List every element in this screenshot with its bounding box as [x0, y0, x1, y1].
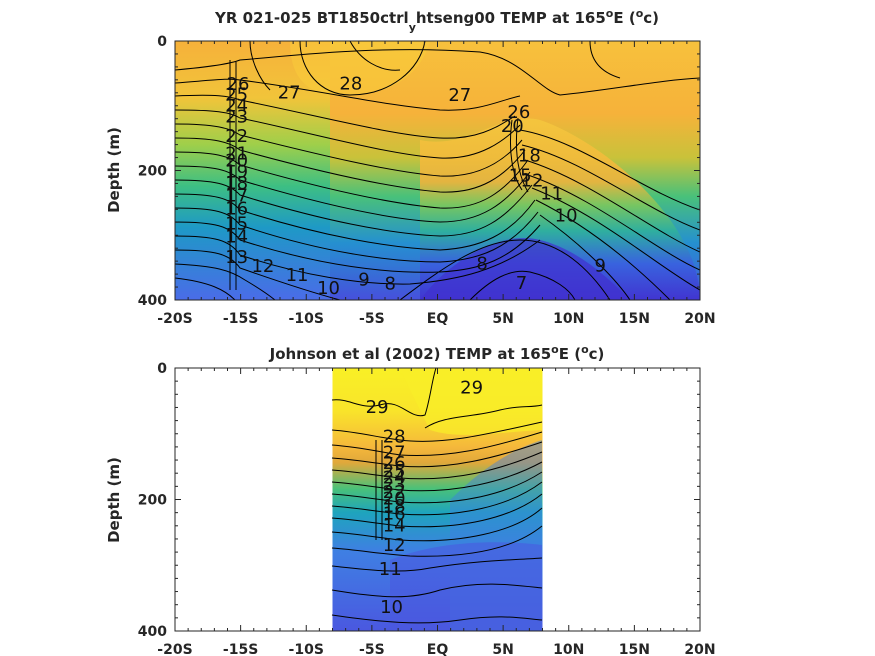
contour-label: 12: [251, 256, 274, 277]
x-tick-label: 20N: [684, 642, 715, 656]
contour-label: 8: [385, 274, 396, 295]
x-tick-label: 20N: [684, 311, 715, 327]
x-tick-label: -5S: [359, 642, 385, 656]
bottom-y-axis-label: Depth (m): [105, 457, 123, 543]
y-tick-label: 200: [138, 493, 167, 509]
contour-label: 12: [383, 535, 406, 556]
top-axes: -20S -15S -10S -5S EQ 5N 10N 15N 20N 0 200 400: [138, 34, 716, 327]
contour-label: 16: [225, 198, 248, 219]
x-tick-label: 10N: [553, 311, 584, 327]
contour-label: 15: [225, 213, 248, 234]
top-chart-title: YR 021-025 BT1850ctrlyhtseng00 TEMP at 1…: [214, 7, 659, 34]
contour-label: 17: [225, 185, 248, 206]
contour-label: 11: [286, 265, 309, 286]
contour-label: 24: [225, 95, 248, 116]
contour-label: 26: [507, 102, 530, 123]
contour-label: 10: [555, 206, 578, 227]
contour-label: 26: [383, 453, 406, 474]
contour-label: 27: [383, 443, 406, 464]
contour-label: 26: [227, 74, 250, 95]
y-tick-label: 0: [157, 361, 167, 377]
contour-label: 9: [595, 255, 606, 276]
contour-label: 13: [225, 247, 248, 268]
contour-label: 24: [383, 467, 406, 488]
contour-label: 10: [380, 597, 403, 618]
top-y-axis-label: Depth (m): [105, 127, 123, 213]
x-tick-label: 5N: [492, 642, 513, 656]
contour-label: 7: [516, 273, 527, 294]
bottom-chart-title: Johnson et al (2002) TEMP at 165oE (oc): [269, 343, 605, 363]
contour-label: 27: [278, 83, 301, 104]
x-tick-label: 5N: [492, 311, 513, 327]
x-tick-label: 15N: [619, 642, 650, 656]
y-tick-label: 0: [157, 34, 167, 50]
contour-label: 23: [225, 106, 248, 127]
contour-label: 18: [383, 496, 406, 517]
contour-label: 25: [225, 84, 248, 105]
y-tick-label: 400: [138, 293, 167, 309]
x-tick-label: -20S: [157, 642, 192, 656]
contour-label: 28: [383, 427, 406, 448]
x-tick-label: -15S: [223, 642, 258, 656]
contour-label: 19: [225, 162, 248, 183]
y-tick-label: 200: [138, 164, 167, 180]
x-tick-label: -10S: [289, 311, 324, 327]
top-panel: YR 021-025 BT1850ctrlyhtseng00 TEMP at 1…: [105, 7, 716, 327]
contour-label: 21: [225, 143, 248, 164]
y-tick-label: 400: [138, 624, 167, 640]
x-tick-label: EQ: [427, 642, 449, 656]
contour-label: 23: [383, 475, 406, 496]
contour-label: 15: [509, 165, 532, 186]
bottom-panel: Johnson et al (2002) TEMP at 165oE (oc): [105, 343, 716, 656]
contour-label: 11: [379, 559, 402, 580]
contour-label: 28: [339, 73, 362, 94]
contour-label: 10: [317, 278, 340, 299]
contour-label: 29: [366, 397, 389, 418]
contour-label: 27: [448, 85, 471, 106]
contour-label: 18: [225, 173, 248, 194]
contour-label: 22: [225, 126, 248, 147]
contour-label: 29: [460, 377, 483, 398]
contour-label: 11: [540, 184, 563, 205]
contour-label: 14: [383, 515, 406, 536]
x-tick-label: 15N: [619, 311, 650, 327]
contour-label: 9: [358, 270, 369, 291]
contour-label: 22: [383, 482, 406, 503]
x-tick-label: -10S: [289, 642, 324, 656]
contour-label: 16: [383, 504, 406, 525]
contour-label: 20: [501, 116, 524, 137]
contour-label: 14: [225, 226, 248, 247]
x-tick-label: -5S: [359, 311, 385, 327]
contour-label: 20: [383, 489, 406, 510]
contour-label: 8: [476, 253, 487, 274]
x-tick-label: -20S: [157, 311, 192, 327]
x-tick-label: -15S: [223, 311, 258, 327]
contour-label: 18: [518, 145, 541, 166]
contour-label: 12: [521, 171, 544, 192]
bottom-axes: -20S -15S -10S -5S EQ 5N 10N 15N 20N 0 200 400: [138, 361, 716, 656]
x-tick-label: 10N: [553, 642, 584, 656]
x-tick-label: EQ: [427, 311, 449, 327]
contour-label: 20: [225, 150, 248, 171]
contour-label: 25: [383, 461, 406, 482]
